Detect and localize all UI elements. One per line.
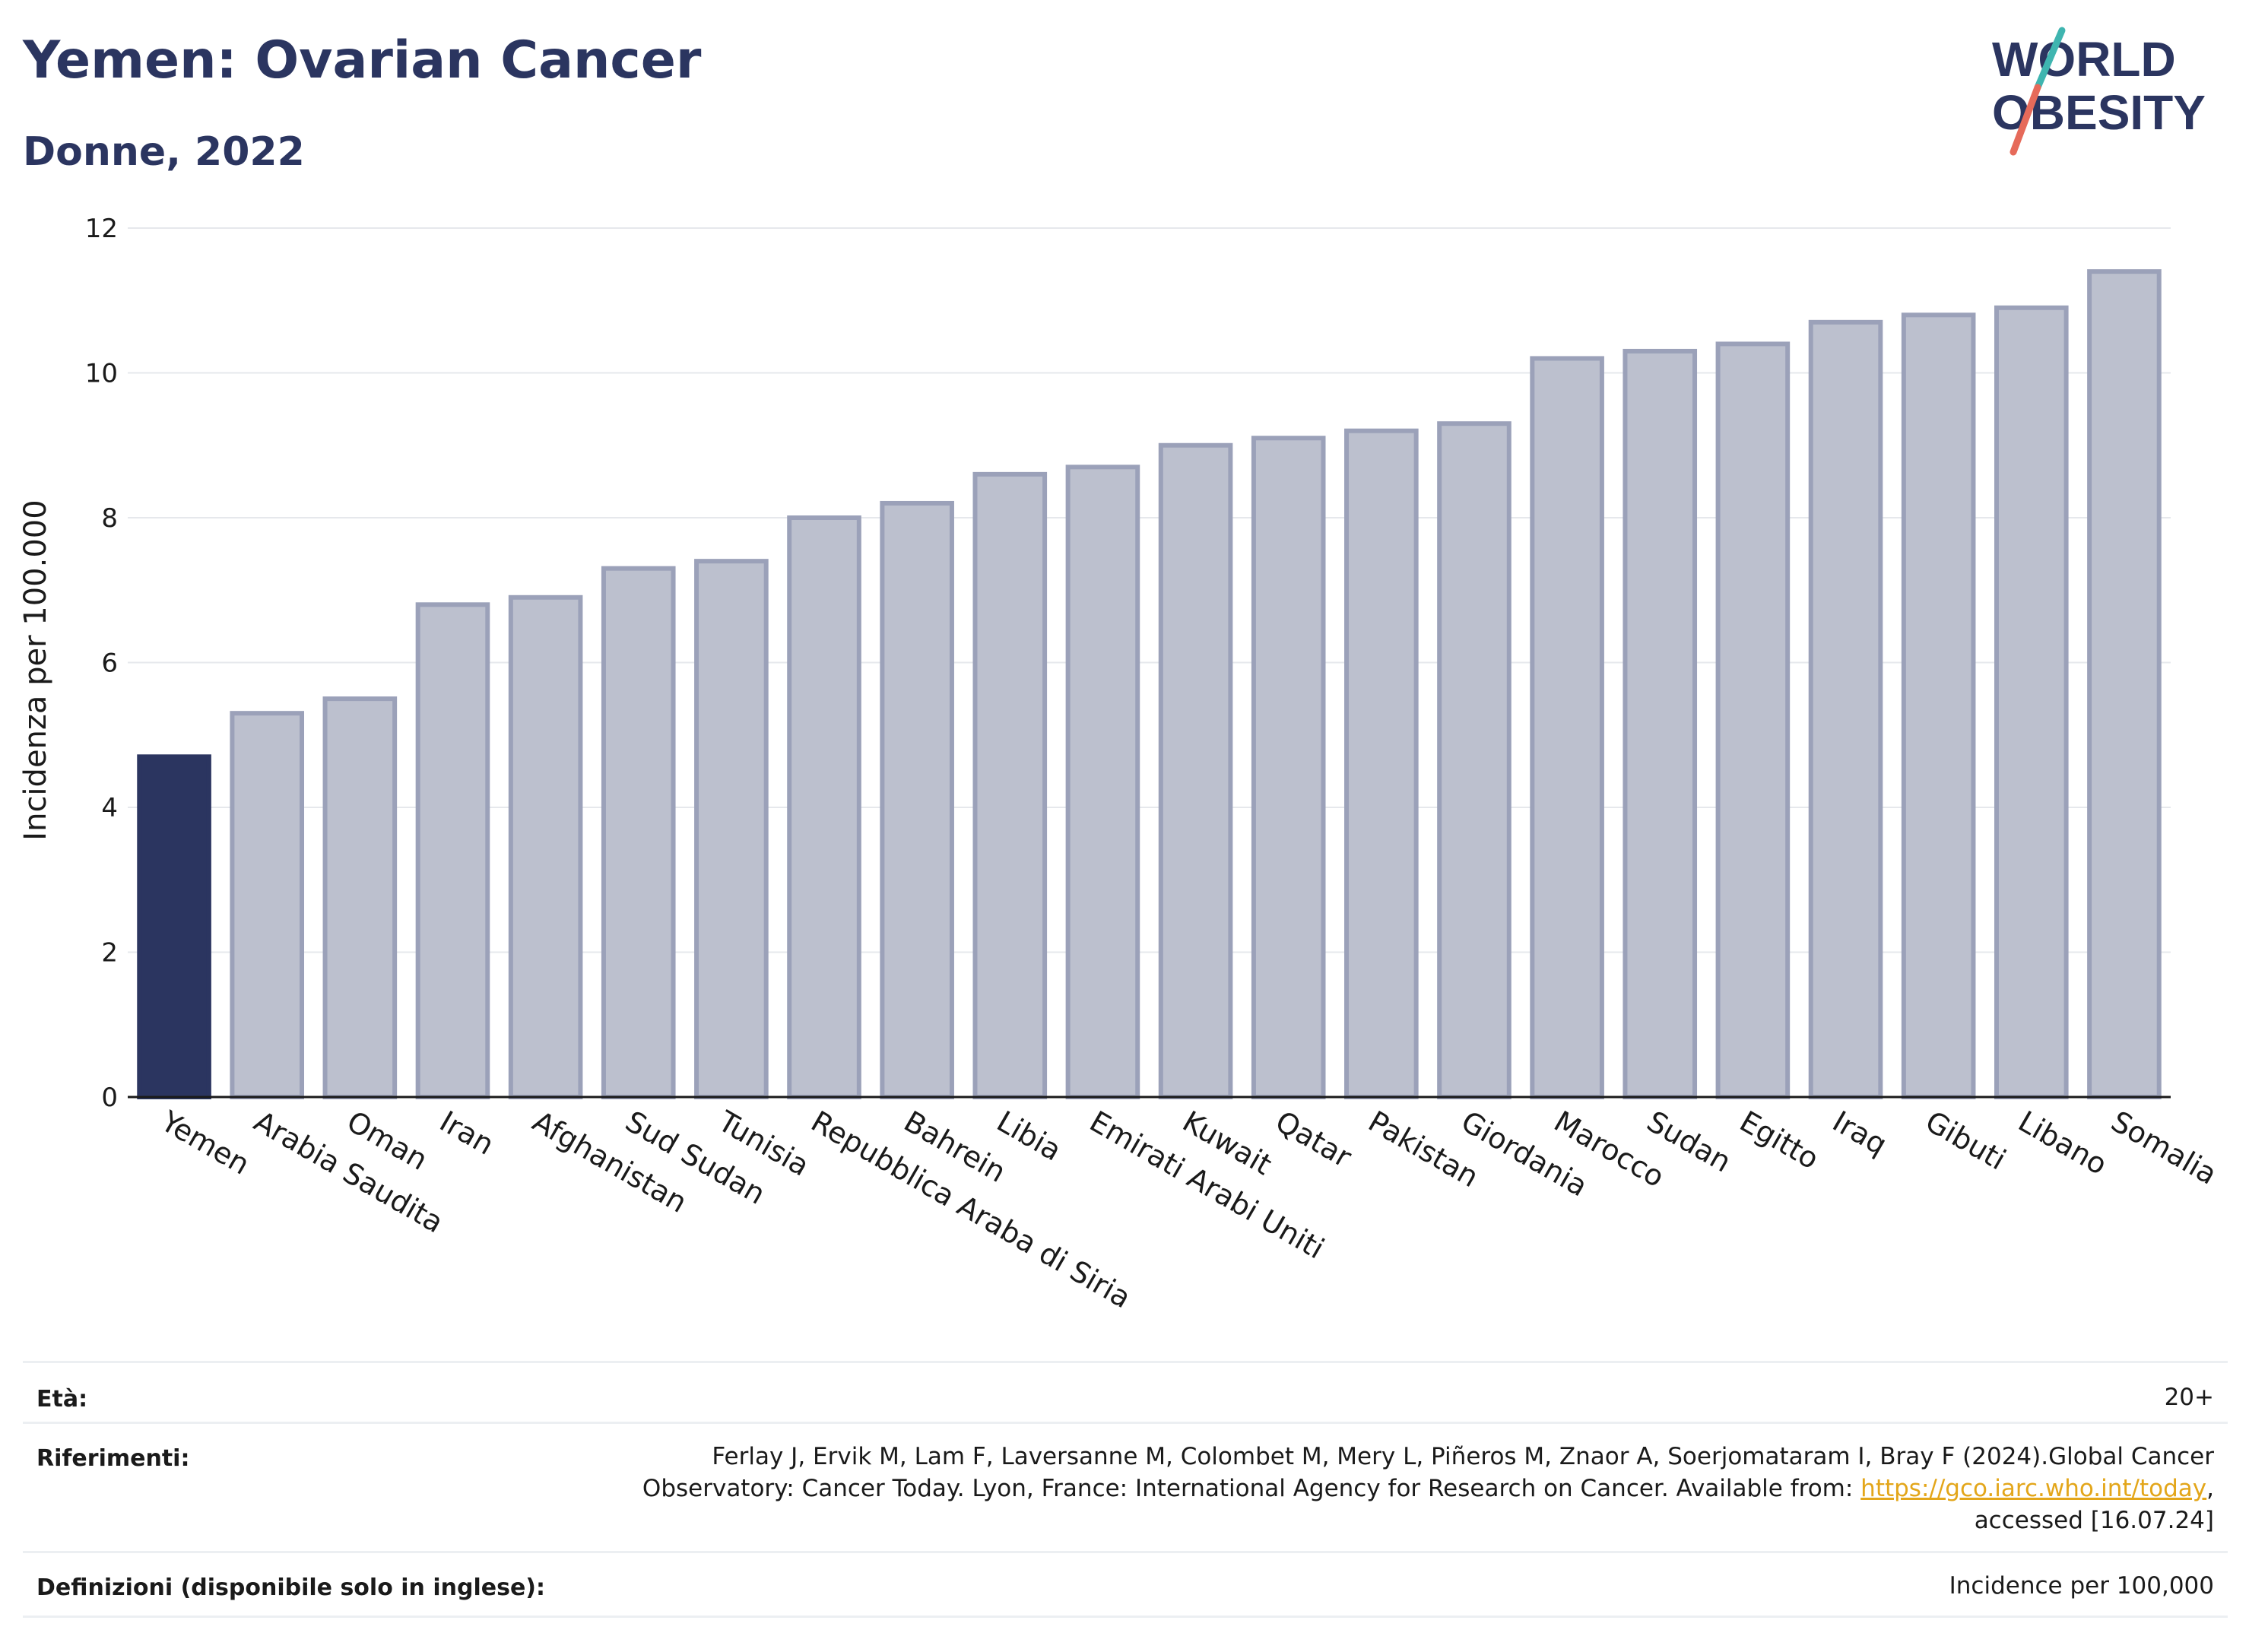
x-tick-label: Libano bbox=[2013, 1105, 2113, 1181]
x-tick-label: Yemen bbox=[155, 1104, 255, 1181]
bar-iran bbox=[415, 602, 490, 1099]
y-tick-label: 12 bbox=[85, 214, 118, 244]
bar-sud-sudan bbox=[601, 566, 676, 1099]
footer-row-age: Età: 20+ bbox=[23, 1361, 2228, 1424]
bar-bahrein bbox=[880, 500, 954, 1099]
bar-repubblica-araba-di-siria bbox=[787, 515, 861, 1099]
bar-qatar bbox=[1251, 436, 1326, 1099]
bar-marocco bbox=[1530, 356, 1604, 1099]
x-tick-label: Egitto bbox=[1734, 1105, 1825, 1176]
bar-sudan bbox=[1623, 348, 1698, 1099]
bar-gibuti bbox=[1901, 312, 1976, 1099]
definitions-value: Incidence per 100,000 bbox=[1949, 1572, 2214, 1600]
x-tick-label: Qatar bbox=[1270, 1105, 1357, 1175]
chart-subtitle: Donne, 2022 bbox=[23, 129, 305, 175]
bar-tunisia bbox=[694, 559, 769, 1099]
bar-oman bbox=[322, 696, 398, 1099]
bar-yemen bbox=[137, 754, 211, 1099]
references-line2: Observatory: Cancer Today. Lyon, France:… bbox=[642, 1473, 2214, 1505]
bars bbox=[137, 269, 2162, 1099]
y-tick-label: 8 bbox=[101, 503, 118, 534]
bar-emirati-arabi-uniti bbox=[1065, 465, 1140, 1099]
references-line1: Ferlay J, Ervik M, Lam F, Laversanne M, … bbox=[712, 1443, 2214, 1470]
bar-iraq bbox=[1808, 319, 1883, 1099]
references-line3: accessed [16.07.24] bbox=[1974, 1507, 2214, 1534]
world-obesity-logo: WORLD OBESITY bbox=[1992, 27, 2206, 156]
age-label: Età: bbox=[36, 1386, 88, 1413]
bar-somalia bbox=[2087, 269, 2162, 1099]
bar-pakistan bbox=[1344, 428, 1419, 1099]
y-axis-ticks: 0 2 4 6 8 10 12 bbox=[85, 214, 118, 1113]
bar-giordania bbox=[1437, 421, 1511, 1099]
logo-slash-coral bbox=[2010, 84, 2041, 156]
footer-table: Età: 20+ Riferimenti: Ferlay J, Ervik M,… bbox=[23, 1361, 2228, 1619]
bar-arabia-saudita bbox=[230, 711, 305, 1099]
y-tick-label: 2 bbox=[101, 938, 118, 969]
definitions-label: Definizioni (disponibile solo in inglese… bbox=[36, 1574, 545, 1601]
footer-row-references: Riferimenti: Ferlay J, Ervik M, Lam F, L… bbox=[23, 1422, 2228, 1553]
bar-libano bbox=[1994, 305, 2069, 1099]
x-tick-label: Iraq bbox=[1827, 1105, 1892, 1162]
age-value: 20+ bbox=[2164, 1384, 2214, 1411]
references-label: Riferimenti: bbox=[36, 1445, 190, 1472]
bar-egitto bbox=[1715, 341, 1791, 1099]
y-tick-label: 0 bbox=[101, 1083, 118, 1113]
references-line2-text: Observatory: Cancer Today. Lyon, France:… bbox=[642, 1475, 1861, 1502]
x-tick-label: Iran bbox=[434, 1105, 500, 1162]
footer-row-definitions: Definizioni (disponibile solo in inglese… bbox=[23, 1551, 2228, 1618]
references-link[interactable]: https://gco.iarc.who.int/today bbox=[1860, 1475, 2207, 1502]
y-tick-label: 6 bbox=[101, 648, 118, 679]
bar-kuwait bbox=[1158, 442, 1233, 1099]
y-tick-label: 4 bbox=[101, 793, 118, 823]
references-line2-end: , bbox=[2206, 1475, 2214, 1502]
logo-slash-teal bbox=[2034, 27, 2066, 91]
references-value: Ferlay J, Ervik M, Lam F, Laversanne M, … bbox=[642, 1441, 2214, 1536]
bar-afghanistan bbox=[508, 595, 583, 1099]
logo-line1: WORLD bbox=[1992, 32, 2176, 87]
bar-libia bbox=[972, 471, 1048, 1099]
x-tick-label: Gibuti bbox=[1920, 1105, 2011, 1177]
chart-title: Yemen: Ovarian Cancer bbox=[23, 30, 702, 90]
y-tick-label: 10 bbox=[85, 359, 118, 389]
x-tick-label: Somalia bbox=[2105, 1105, 2222, 1191]
y-axis-title: Incidenza per 100.000 bbox=[18, 499, 53, 840]
